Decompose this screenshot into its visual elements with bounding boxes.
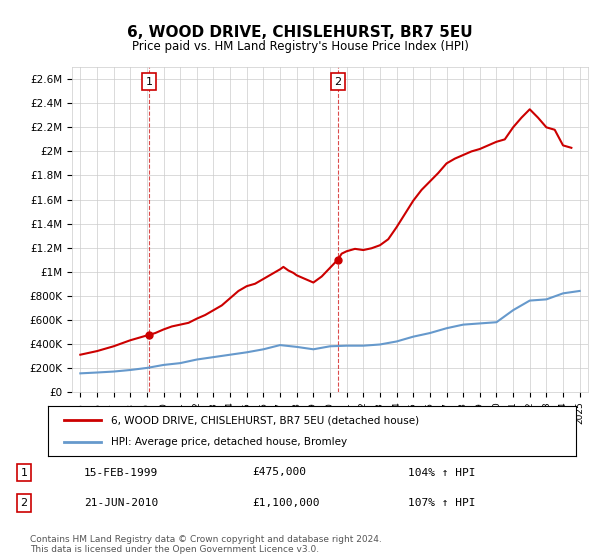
Text: 1: 1 [20,468,28,478]
Text: £475,000: £475,000 [252,468,306,478]
Text: 6, WOOD DRIVE, CHISLEHURST, BR7 5EU (detached house): 6, WOOD DRIVE, CHISLEHURST, BR7 5EU (det… [112,415,419,425]
Text: 2: 2 [334,77,341,87]
Text: 6, WOOD DRIVE, CHISLEHURST, BR7 5EU: 6, WOOD DRIVE, CHISLEHURST, BR7 5EU [127,25,473,40]
Text: 21-JUN-2010: 21-JUN-2010 [84,498,158,508]
Text: HPI: Average price, detached house, Bromley: HPI: Average price, detached house, Brom… [112,437,347,447]
Text: 15-FEB-1999: 15-FEB-1999 [84,468,158,478]
Text: 2: 2 [20,498,28,508]
Text: Price paid vs. HM Land Registry's House Price Index (HPI): Price paid vs. HM Land Registry's House … [131,40,469,53]
Text: Contains HM Land Registry data © Crown copyright and database right 2024.
This d: Contains HM Land Registry data © Crown c… [30,535,382,554]
Text: 1: 1 [145,77,152,87]
Text: 107% ↑ HPI: 107% ↑ HPI [408,498,476,508]
Text: 104% ↑ HPI: 104% ↑ HPI [408,468,476,478]
Text: £1,100,000: £1,100,000 [252,498,320,508]
